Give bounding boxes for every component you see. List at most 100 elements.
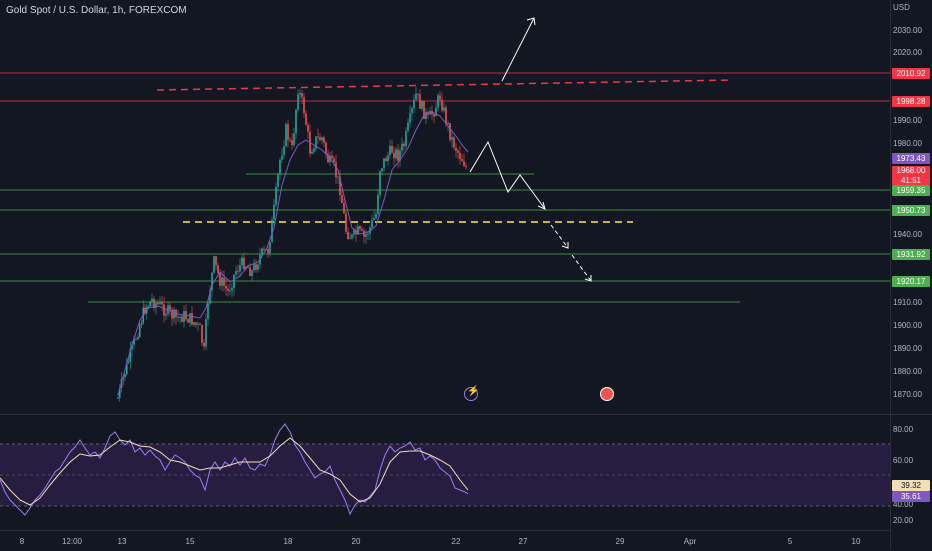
candle-body <box>122 377 125 380</box>
candle-body <box>219 273 221 286</box>
candle-body <box>289 139 291 141</box>
candle-body <box>223 277 225 286</box>
candle-body <box>299 93 301 95</box>
candle-body <box>329 155 331 163</box>
price-axis[interactable]: USD 2030.00 2020.00 1990.00 1980.00 1940… <box>890 0 932 550</box>
time-tick: 12:00 <box>61 537 83 546</box>
candle-body <box>247 266 249 268</box>
currency-label: USD <box>893 3 910 12</box>
support-4-tag: 1920.17 <box>892 276 930 287</box>
candle-body <box>159 302 161 304</box>
candle-body <box>393 152 395 159</box>
candle-body <box>307 124 309 132</box>
candle-body <box>425 112 427 119</box>
candle-body <box>147 306 150 308</box>
projection-arrow-head-1 <box>537 201 546 210</box>
symbol-title[interactable]: Gold Spot / U.S. Dollar, 1h, FOREXCOM <box>6 5 187 16</box>
candle-body <box>279 159 281 175</box>
candle-body <box>343 202 345 214</box>
rsi-value-tag: 39.32 <box>892 480 930 491</box>
candle-body <box>209 290 211 304</box>
candle-body <box>297 94 299 110</box>
price-tick: 1940.00 <box>893 230 922 239</box>
projection-dash-1 <box>550 224 569 249</box>
support-1-tag: 1959.35 <box>892 185 930 196</box>
candle-body <box>253 264 255 271</box>
bar-countdown: 41:51 <box>892 176 930 185</box>
candle-body <box>281 155 283 160</box>
candle-body <box>197 323 199 325</box>
projection-dash-2 <box>571 254 592 282</box>
pane-separator[interactable] <box>0 414 932 415</box>
candle-body <box>371 219 373 228</box>
time-axis[interactable]: 8 12:00 13 15 18 20 22 27 29 Apr 5 10 <box>0 530 890 551</box>
candle-body <box>157 302 159 304</box>
price-tick: 1890.00 <box>893 344 922 353</box>
candle-body <box>235 270 237 275</box>
ma-value-tag: 1973.43 <box>892 153 930 164</box>
candle-body <box>415 93 417 100</box>
candle-body <box>417 93 419 95</box>
candle-body <box>435 107 437 117</box>
time-tick: 10 <box>851 537 861 546</box>
candle-body <box>313 148 315 152</box>
lightning-icon[interactable]: ⚡ <box>464 386 479 401</box>
time-tick: 13 <box>117 537 127 546</box>
candle-body <box>213 256 215 273</box>
candle-body <box>271 219 273 243</box>
candle-body <box>325 142 327 154</box>
time-tick: 8 <box>19 537 25 546</box>
candle-body <box>355 229 357 235</box>
candle-body <box>225 285 227 289</box>
candle-body <box>135 338 137 340</box>
support-2-tag: 1950.73 <box>892 205 930 216</box>
candle-body <box>249 267 251 276</box>
candle-body <box>413 99 415 109</box>
rsi-tick: 60.00 <box>893 456 914 465</box>
candle-body <box>267 249 269 254</box>
candle-body <box>129 349 132 362</box>
time-tick: 15 <box>185 537 195 546</box>
candle-body <box>144 307 146 314</box>
candle-body <box>217 265 219 274</box>
rsi-ma-value-tag: 35.61 <box>892 491 930 502</box>
price-tick: 1900.00 <box>893 321 922 330</box>
moving-average-line <box>117 111 469 396</box>
candle-body <box>189 313 191 323</box>
candle-body <box>124 374 126 378</box>
candle-body <box>449 123 451 140</box>
candle-body <box>357 226 359 235</box>
candle-body <box>331 155 333 159</box>
candle-body <box>131 344 133 350</box>
resistance-top-tag: 2010.92 <box>892 68 930 79</box>
candle-body <box>243 257 245 269</box>
candle-body <box>193 322 195 325</box>
time-tick: 5 <box>787 537 793 546</box>
candle-body <box>301 93 303 98</box>
candle-body <box>137 336 139 340</box>
price-tick: 1910.00 <box>893 298 922 307</box>
price-tick: 2020.00 <box>893 48 922 57</box>
candle-body <box>133 338 135 345</box>
candle-body <box>125 362 128 375</box>
candle-body <box>169 305 171 310</box>
candle-body <box>421 101 423 109</box>
candle-body <box>387 155 389 162</box>
candle-body <box>203 342 205 347</box>
candle-body <box>171 309 173 319</box>
candle-body <box>221 277 223 286</box>
resistance-mid-tag: 1998.28 <box>892 96 930 107</box>
calendar-event-icon[interactable] <box>600 387 614 401</box>
candle-body <box>459 152 461 159</box>
candle-body <box>439 95 441 100</box>
candle-body <box>411 108 413 114</box>
candle-body <box>138 325 141 337</box>
candle-body <box>465 166 467 168</box>
time-tick: 18 <box>283 537 293 546</box>
main-chart[interactable] <box>0 0 890 530</box>
candle-body <box>361 229 363 231</box>
candle-body <box>177 316 179 318</box>
candle-body <box>181 316 183 323</box>
candle-body <box>455 147 457 151</box>
candle-body <box>229 290 231 292</box>
